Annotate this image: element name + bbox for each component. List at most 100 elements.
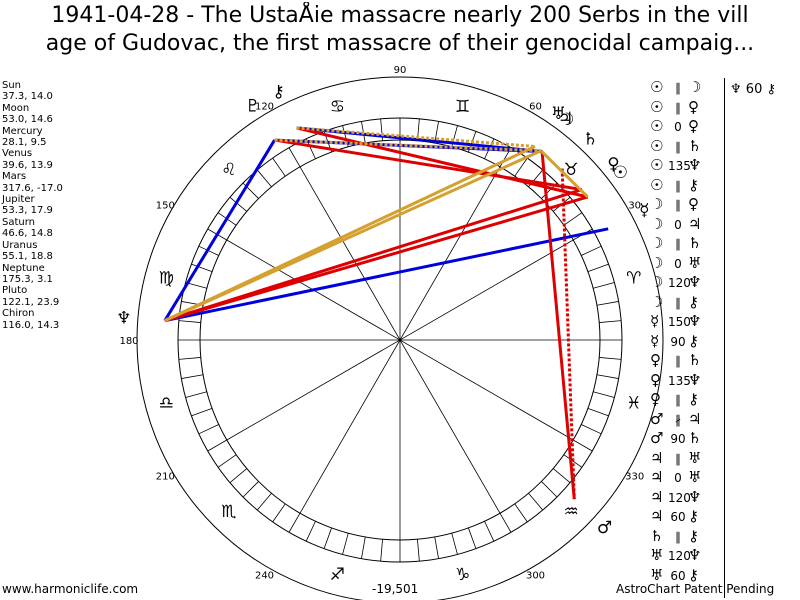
zodiac-sign-glyph: ♓ [626,394,641,414]
degree-tick [541,481,558,498]
aspect-planet-1: ☽ [650,214,664,233]
aspect-row: ☉ ∥ ⚷ [650,176,704,196]
zodiac-sign-glyph: ♒ [563,502,578,522]
planet-glyph: ☽ [559,110,574,130]
aspect-type: 120 [668,549,691,563]
planet-coordinates: 116.0, 14.3 [2,319,60,331]
degree-tick [596,301,619,306]
degree-tick [229,468,248,484]
aspect-row: ♃ 120♆ [650,488,704,508]
aspect-type: 60 [670,568,686,583]
aspect-extra-p2: ⚷ [766,82,777,97]
aspect-type: ∥ [675,81,681,95]
degree-tick [272,157,286,177]
aspect-line [164,188,583,323]
aspect-extra-p1: ♆ [730,82,742,97]
aspect-line [163,139,276,322]
degree-tick [191,263,213,272]
aspect-row: ☉ ∥ ♀ [650,98,704,118]
aspect-row: ☽ 120♆ [650,273,704,293]
zodiac-sign-glyph: ♋ [330,97,345,117]
aspect-type: ∥ [675,451,681,466]
aspect-type: ∥ [675,139,681,154]
degree-tick [198,424,219,435]
degree-tick [256,492,272,511]
degree-tick [552,468,571,484]
planet-name: Venus [2,148,33,160]
aspect-planet-1: ☉ [650,117,664,135]
aspect-row: ☿ 150♆ [650,312,704,332]
degree-tick [342,533,349,555]
degree-label: 120 [255,101,274,112]
title-line-1: 1941-04-28 - The UstaÅie massacre nearly… [51,3,749,28]
aspect-type: 0 [674,256,682,271]
planet-name: Mars [2,171,27,183]
aspect-planet-1: ☽ [650,195,664,213]
degree-tick [361,536,366,559]
aspect-type: ∥ [675,295,681,310]
degree-label: 210 [156,472,175,483]
degree-label: 240 [255,571,274,582]
degree-tick [323,527,332,549]
aspect-planet-1: ☉ [650,156,664,174]
aspect-type: 0 [674,217,682,232]
degree-tick [380,539,383,562]
aspect-line [540,151,576,500]
planet-glyph: ♄ [583,130,598,150]
aspect-planet-2: ♅ [688,468,702,486]
aspect-planet-1: ☿ [650,312,660,330]
planet-coordinates: 28.1, 9.5 [2,137,47,149]
planet-glyph: ♇ [245,96,260,116]
degree-tick [593,391,615,398]
degree-tick [288,513,301,533]
footer-website: www.harmoniclife.com [2,582,139,596]
aspect-extra: ♆ 60 ⚷ [730,82,776,97]
planet-glyph: ♀ [607,154,619,174]
planet-glyph: ♆ [116,308,131,328]
planet-name: Chiron [2,308,35,320]
degree-tick [272,503,286,523]
aspect-planet-1: ♃ [650,487,664,506]
aspect-row: ☉ ∥ ♄ [650,137,704,157]
aspect-type: 0 [674,120,682,134]
planet-position-list: Sun 37.3, 14.0 Moon 53.0, 14.6 Mercury 28.1, … [2,80,63,331]
aspect-planet-1: ☽ [650,292,664,311]
aspect-planet-2: ⚷ [688,292,699,311]
aspect-row: ☽ ∥ ⚷ [650,293,704,313]
planet-glyph: ☿ [639,201,649,221]
aspect-planet-1: ☉ [650,175,664,194]
planet-coordinates: 39.6, 13.9 [2,159,53,171]
degree-label: 300 [526,571,545,582]
aspect-planet-1: ♅ [650,546,664,564]
planet-coordinates: 55.1, 18.8 [2,251,53,263]
planet-coordinates: 175.3, 3.1 [2,273,53,285]
degree-label: 30 [628,201,641,212]
degree-tick [593,282,615,289]
aspect-line [164,227,609,323]
title-line-2: age of Gudovac, the first massacre of th… [45,31,755,56]
planet-coordinates: 53.3, 17.9 [2,205,53,217]
aspect-type: 90 [670,334,686,349]
degree-tick [305,521,316,542]
aspect-planet-2: ♆ [688,370,702,389]
degree-tick [514,503,528,523]
zodiac-sign-glyph: ♊ [455,97,470,117]
degree-tick [229,196,248,212]
outer-circle [136,76,664,600]
aspect-type: 0 [674,471,682,485]
aspect-planet-2: ♆ [688,312,702,330]
aspect-planet-2: ♃ [688,214,702,233]
aspect-line [539,149,589,199]
aspect-type: ∥ [675,237,681,251]
aspect-planet-1: ☉ [650,97,664,116]
aspect-planet-2: ⚷ [688,507,699,525]
aspect-type: ∥ [675,100,681,115]
zodiac-sign-glyph: ♎ [159,394,174,414]
zodiac-sign-glyph: ♌ [221,160,236,180]
house-spoke [226,239,574,441]
aspect-type: ∥ [675,198,681,212]
aspect-type: 120 [668,490,691,505]
degree-tick [468,527,477,549]
aspect-planet-2: ♄ [688,351,702,369]
aspect-planet-1: ☿ [650,331,660,350]
